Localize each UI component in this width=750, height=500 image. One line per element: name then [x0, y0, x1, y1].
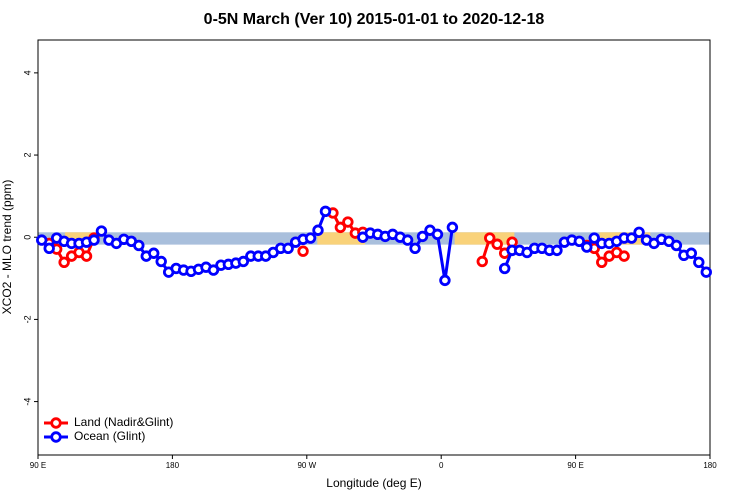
y-tick-label: 4 [22, 70, 32, 75]
data-point [618, 250, 630, 262]
data-point [446, 221, 459, 234]
data-point [625, 232, 638, 244]
data-point [133, 239, 145, 252]
data-point [401, 234, 414, 246]
data-point [685, 247, 698, 259]
x-tick-label: 180 [703, 461, 717, 470]
data-point [312, 224, 324, 236]
data-point [491, 238, 503, 250]
data-point [334, 221, 347, 234]
legend-marker [50, 417, 62, 429]
data-point [476, 255, 488, 268]
y-tick-label: -4 [22, 398, 32, 406]
data-point [633, 226, 645, 238]
data-point [304, 232, 317, 244]
x-tick-label: 90 E [567, 461, 583, 470]
data-point [148, 247, 160, 259]
data-point [237, 255, 250, 268]
data-point [498, 262, 511, 275]
legend-marker [50, 431, 62, 443]
data-point [282, 242, 294, 255]
legend-label: Land (Nadir&Glint) [74, 415, 173, 429]
data-point [670, 239, 683, 252]
data-point [596, 256, 608, 268]
data-point [551, 244, 563, 257]
y-tick-label: 0 [22, 235, 32, 240]
x-axis-label: Longitude (deg E) [326, 476, 421, 490]
data-point [155, 255, 167, 268]
data-point [409, 242, 421, 255]
data-point [439, 274, 451, 287]
data-point [58, 256, 70, 268]
data-point [95, 225, 108, 237]
data-point [297, 245, 309, 257]
data-point [581, 241, 593, 253]
legend-label: Ocean (Glint) [74, 429, 145, 443]
x-tick-label: 90 E [30, 461, 46, 470]
plot-frame [37, 39, 711, 456]
data-point [588, 232, 600, 244]
data-point [416, 230, 429, 243]
data-point [700, 266, 712, 278]
chart-title: 0-5N March (Ver 10) 2015-01-01 to 2020-1… [204, 11, 545, 28]
x-tick-label: 90 W [297, 461, 316, 470]
data-point [319, 205, 332, 218]
data-point [80, 250, 93, 262]
y-axis-label: XCO2 - MLO trend (ppm) [0, 180, 14, 315]
y-tick-label: 2 [22, 153, 32, 158]
data-point [573, 235, 586, 248]
y-tick-label: -2 [22, 315, 32, 323]
x-tick-label: 0 [439, 461, 444, 470]
data-point [43, 242, 55, 255]
data-point [36, 234, 48, 246]
x-tick-label: 180 [166, 461, 180, 470]
data-point [693, 256, 705, 268]
data-point [431, 228, 444, 241]
data-point [484, 232, 496, 244]
data-point [88, 234, 100, 246]
data-point [342, 216, 354, 228]
data-point [207, 264, 220, 276]
